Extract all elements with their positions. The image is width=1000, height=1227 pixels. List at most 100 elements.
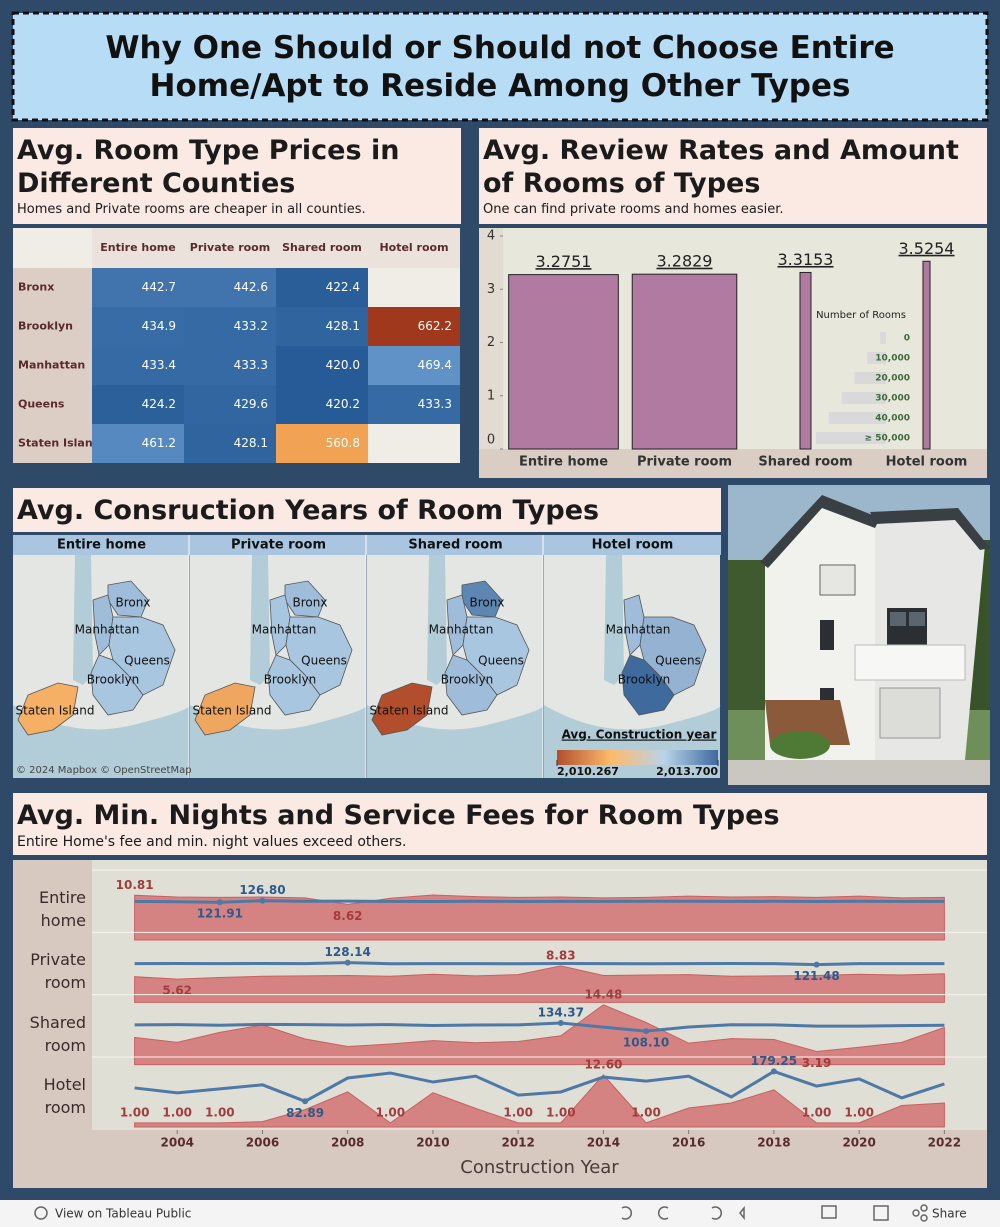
- fee-point: [813, 961, 820, 968]
- panel-header: Avg. Min. Nights and Service Fees for Ro…: [13, 793, 987, 855]
- borough-label: Queens: [655, 654, 701, 668]
- cell-label: 433.3: [234, 358, 268, 372]
- x-tick-label: 2012: [501, 1136, 534, 1150]
- data-label: 12.60: [584, 1057, 622, 1071]
- size-legend-bar: [828, 412, 886, 424]
- x-tick-label: Entire home: [519, 455, 608, 470]
- bar: [508, 274, 619, 450]
- nights-area: [134, 894, 945, 941]
- nights-area: [134, 1004, 945, 1066]
- heat-cell: [184, 307, 276, 346]
- borough: [267, 654, 321, 716]
- data-label: 1.00: [844, 1105, 874, 1119]
- heat-cell: [276, 346, 368, 385]
- facet-header-bg: [13, 535, 721, 555]
- fee-point: [344, 959, 351, 966]
- toolbar: [0, 1200, 1000, 1227]
- heat-cell: [368, 307, 460, 346]
- heat-cell: [92, 385, 184, 424]
- heat-cell: [184, 385, 276, 424]
- data-label: 108.10: [623, 1036, 669, 1050]
- borough-label: Brooklyn: [264, 673, 317, 687]
- y-tick-label: 4: [487, 229, 495, 244]
- data-label: 1.00: [802, 1105, 832, 1119]
- axis-bg: [479, 228, 503, 449]
- panel-subtitle: Entire Home's fee and min. night values …: [17, 834, 407, 850]
- bar: [799, 271, 812, 450]
- water: [367, 555, 544, 778]
- heat-cell: [92, 268, 184, 307]
- data-label: 121.48: [793, 969, 839, 983]
- x-tick-label: 2014: [587, 1136, 620, 1150]
- cell-label: 461.2: [142, 436, 176, 450]
- size-legend-title: Number of Rooms: [816, 310, 906, 321]
- water: [190, 555, 367, 778]
- borough: [285, 616, 353, 696]
- fee-point: [770, 1068, 777, 1075]
- borough-label: Manhattan: [252, 623, 317, 637]
- heat-cell: [92, 346, 184, 385]
- column-header: Hotel room: [379, 241, 448, 254]
- borough-label: Bronx: [293, 596, 328, 610]
- borough: [371, 682, 433, 736]
- bar-label: 3.5254: [899, 239, 955, 258]
- row-label: Hotel room: [43, 1074, 86, 1117]
- x-axis-bg: [92, 1130, 987, 1188]
- y-tick-label: 3: [487, 282, 495, 297]
- col-header-bg: [92, 228, 460, 268]
- heat-cell: [276, 385, 368, 424]
- column-header: Entire home: [100, 241, 175, 254]
- row-header: Staten Island: [18, 437, 101, 450]
- cell-label: 424.2: [142, 397, 176, 411]
- data-label: 1.00: [162, 1105, 192, 1119]
- heat-cell: [368, 385, 460, 424]
- x-tick-label: 2010: [416, 1136, 449, 1150]
- borough-label: Staten Island: [193, 704, 272, 718]
- cell-label: 422.4: [326, 280, 360, 294]
- cell-label: 560.8: [326, 436, 360, 450]
- map-panel: Manhattan Queens Brooklyn: [544, 555, 721, 778]
- cell-label: 433.4: [142, 358, 176, 372]
- panel-title: Avg. Consruction Years of Room Types: [17, 495, 600, 526]
- fee-line: [134, 1069, 945, 1103]
- panel-subtitle: Homes and Private rooms are cheaper in a…: [17, 202, 366, 217]
- fee-point: [259, 897, 266, 904]
- water: [13, 555, 190, 778]
- heat-cell: [184, 268, 276, 307]
- borough: [17, 682, 79, 736]
- fee-line: [134, 1021, 945, 1033]
- view-link[interactable]: View on Tableau Public: [55, 1207, 191, 1221]
- house-photo: [728, 485, 990, 785]
- borough: [444, 654, 498, 716]
- panel-title: Avg. Room Type Prices in Different Count…: [17, 135, 400, 199]
- size-legend-label: 30,000: [875, 394, 910, 404]
- data-label: 1.00: [376, 1105, 406, 1119]
- legend-label: 2,010.267: [557, 765, 619, 778]
- borough: [108, 616, 176, 696]
- cell-label: 420.2: [326, 397, 360, 411]
- heat-cell: [276, 424, 368, 463]
- size-legend-label: 10,000: [875, 354, 910, 364]
- cell-label: 662.2: [418, 319, 452, 333]
- data-label: 10.81: [116, 878, 154, 892]
- borough-label: Queens: [124, 654, 170, 668]
- map-panel: Bronx Manhattan Queens Brooklyn Staten Islan…: [13, 555, 190, 778]
- heat-cell: [276, 307, 368, 346]
- heat-cell: [184, 424, 276, 463]
- share-button[interactable]: Share: [932, 1207, 967, 1221]
- bar: [922, 260, 931, 450]
- map-panel: Bronx Manhattan Queens Brooklyn Staten Islan…: [367, 555, 544, 778]
- x-tick-label: 2008: [331, 1136, 364, 1150]
- data-label: 1.00: [631, 1105, 661, 1119]
- heat-cell: [92, 307, 184, 346]
- x-tick-label: Private room: [637, 455, 732, 470]
- cell-label: 428.1: [326, 319, 360, 333]
- bar: [631, 273, 738, 450]
- data-label: 179.25: [751, 1054, 797, 1068]
- row-header: Bronx: [18, 281, 54, 294]
- x-tick-label: 2004: [161, 1136, 194, 1150]
- data-label: 1.00: [546, 1105, 576, 1119]
- data-label: 82.89: [286, 1106, 324, 1120]
